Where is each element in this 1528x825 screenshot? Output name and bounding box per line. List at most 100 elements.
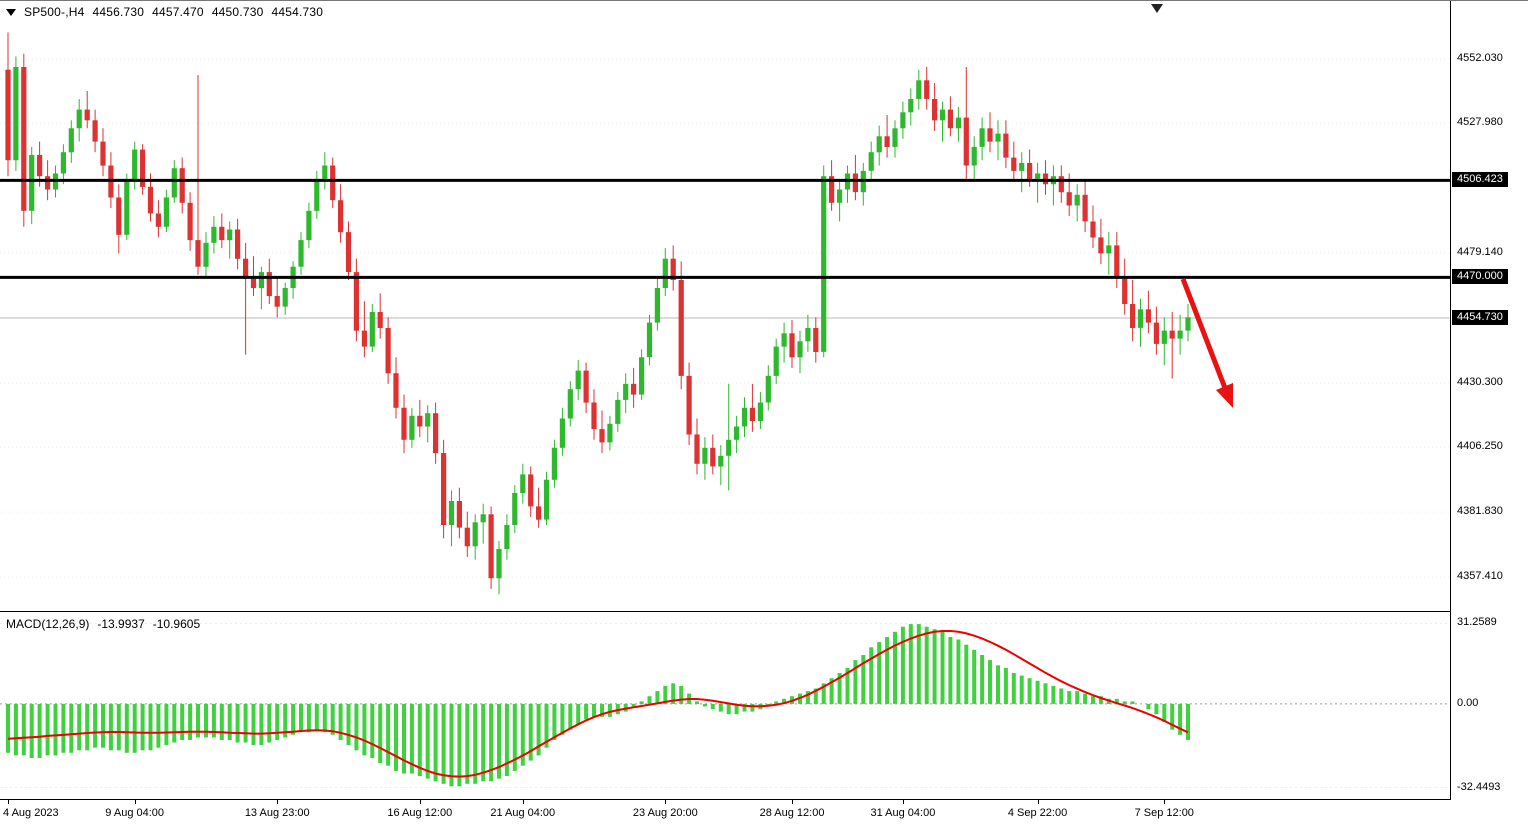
ohlc-close: 4454.730 [271, 5, 324, 19]
candle [884, 115, 890, 158]
macd-histogram-bar [568, 703, 573, 730]
macd-histogram-bar [972, 649, 977, 704]
time-axis-label: 13 Aug 23:00 [244, 807, 310, 819]
candle [924, 67, 930, 110]
macd-histogram-bar [813, 688, 818, 704]
macd-histogram-bar [845, 667, 850, 704]
macd-axis-label: 0.00 [1457, 696, 1479, 709]
macd-histogram-bar [227, 703, 232, 740]
candle [971, 136, 977, 182]
macd-histogram-bar [497, 703, 501, 779]
candle [314, 170, 320, 219]
candle [1019, 152, 1025, 193]
time-axis-tick [792, 800, 794, 804]
time-axis-label: 9 Aug 04:00 [105, 807, 165, 819]
macd-histogram-bar [900, 626, 905, 704]
candle [385, 317, 391, 384]
candle [694, 418, 700, 475]
candle [472, 514, 478, 560]
macd-histogram-bar [924, 626, 929, 704]
macd-value: -13.9937 [97, 617, 145, 631]
candle [488, 506, 494, 589]
price-axis-label: 4552.030 [1457, 51, 1503, 64]
macd-histogram-bar [774, 701, 779, 704]
candle [1003, 120, 1009, 169]
candle [417, 399, 423, 438]
candle [76, 99, 82, 142]
candle [441, 439, 447, 539]
chart-shift-marker-icon[interactable] [1151, 4, 1163, 13]
panel-splitter[interactable] [0, 611, 1451, 612]
macd-histogram-bar [1027, 678, 1032, 704]
candle [1169, 312, 1175, 379]
candle [734, 415, 740, 454]
macd-histogram-bar [544, 703, 549, 748]
macd-histogram-bar [1011, 673, 1016, 704]
candle [813, 317, 819, 363]
candle [662, 248, 668, 296]
time-axis-tick [7, 800, 9, 804]
macd-histogram-bar [69, 703, 74, 753]
candle [1114, 232, 1120, 288]
chart-title: SP500-,H4 4456.730 4457.470 4450.730 445… [6, 5, 323, 19]
candle [995, 120, 1001, 161]
ohlc-high: 4457.470 [152, 5, 204, 19]
candle [1145, 290, 1151, 334]
macd-chart-canvas[interactable] [0, 613, 1450, 799]
macd-signal-value: -10.9605 [152, 617, 201, 631]
macd-histogram-bar [243, 703, 248, 743]
candle [1090, 205, 1096, 249]
macd-histogram-bar [885, 637, 890, 704]
time-axis-label: 7 Sep 12:00 [1134, 807, 1194, 819]
candle [1177, 314, 1183, 355]
candle [718, 445, 724, 486]
time-axis-label: 4 Sep 22:00 [1007, 807, 1068, 819]
macd-histogram-bar [1083, 693, 1088, 704]
candle [583, 362, 589, 414]
candle [528, 466, 534, 517]
candle [5, 32, 11, 177]
candle [211, 216, 217, 254]
candle [266, 258, 272, 304]
ohlc-low: 4450.730 [211, 5, 264, 19]
candle [330, 157, 336, 209]
candle [1130, 280, 1136, 342]
candle [623, 373, 629, 414]
price-axis-label: 4479.140 [1457, 246, 1503, 259]
candle [504, 514, 510, 560]
macd-histogram-bar [362, 703, 367, 756]
macd-histogram-bar [1098, 696, 1103, 704]
candle [646, 314, 653, 366]
macd-histogram-bar [742, 703, 747, 712]
candle [757, 391, 763, 430]
candle [377, 293, 383, 339]
price-chart-canvas[interactable] [0, 1, 1450, 611]
time-axis-tick [419, 800, 421, 804]
macd-histogram-bar [156, 703, 161, 748]
macd-histogram-bar [306, 703, 311, 733]
macd-histogram-bar [481, 703, 486, 782]
macd-chart-svg [0, 622, 1450, 788]
macd-histogram-bar [101, 703, 105, 748]
symbol-dropdown-icon[interactable] [6, 8, 16, 16]
candle [84, 91, 90, 129]
macd-histogram-bar [528, 703, 533, 761]
macd-histogram-bar [679, 685, 684, 704]
macd-histogram-bar [576, 703, 581, 725]
macd-histogram-bar [718, 703, 723, 712]
candle [306, 202, 312, 249]
candle [892, 120, 898, 158]
time-axis-tick [277, 800, 279, 804]
macd-histogram-bar [600, 703, 604, 717]
macd-histogram-bar [196, 703, 200, 738]
ohlc-open: 4456.730 [92, 5, 145, 19]
candle [607, 415, 613, 451]
macd-histogram-bar [695, 701, 699, 704]
macd-histogram-bar [1059, 688, 1064, 704]
trend-arrow[interactable] [1180, 278, 1233, 408]
price-axis-label: 4406.250 [1457, 440, 1503, 453]
macd-axis-label: -32.4493 [1457, 780, 1501, 793]
candle [678, 261, 684, 390]
macd-histogram-bar [37, 703, 42, 758]
